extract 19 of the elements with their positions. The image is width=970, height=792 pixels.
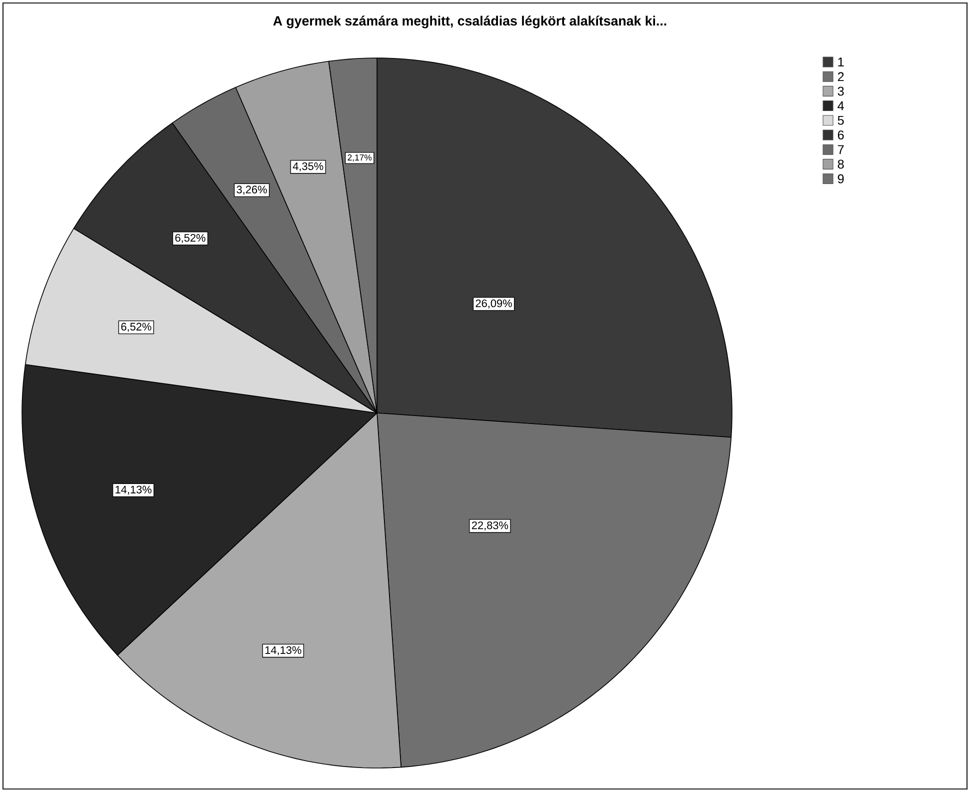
chart-title: A gyermek számára meghitt, családias légkört alakítsanak ki... xyxy=(273,16,666,28)
data-label: 2,17% xyxy=(348,154,372,162)
legend-label: 5 xyxy=(838,116,844,125)
legend-label: 4 xyxy=(838,101,844,110)
data-label: 14,13% xyxy=(116,486,152,495)
legend-label: 3 xyxy=(838,86,844,96)
legend-label: 7 xyxy=(838,145,844,154)
legend-label: 8 xyxy=(838,160,844,169)
data-label: 26,09% xyxy=(476,299,512,308)
legend-label: 6 xyxy=(838,130,844,140)
data-label: 6,52% xyxy=(175,234,206,244)
legend-label: 1 xyxy=(838,58,844,66)
legend-label: 9 xyxy=(838,174,844,184)
data-label: 6,52% xyxy=(121,322,152,332)
data-label: 3,26% xyxy=(236,186,267,195)
legend-label: 2 xyxy=(838,72,844,82)
data-label: 4,35% xyxy=(292,162,324,172)
data-label: 14,13% xyxy=(265,646,302,656)
data-label: 22,83% xyxy=(472,521,508,531)
